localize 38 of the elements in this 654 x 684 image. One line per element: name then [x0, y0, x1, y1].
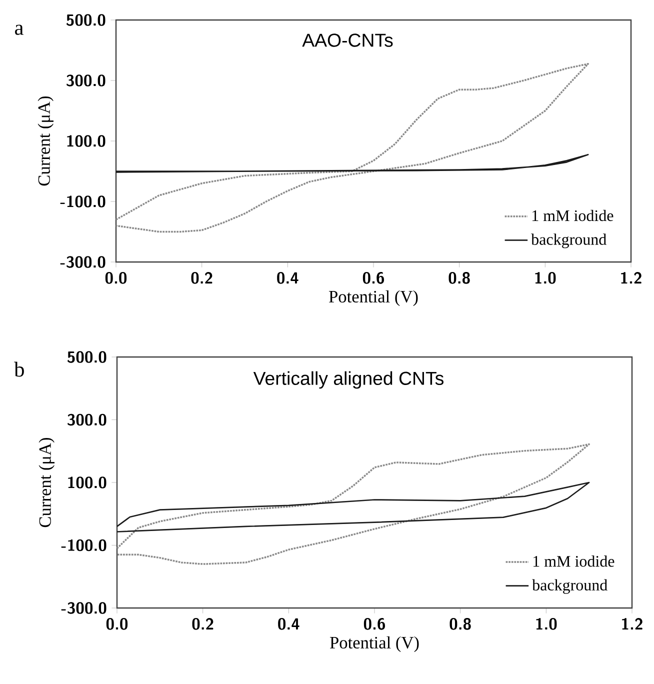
x-tick-label: 0.4 — [278, 618, 300, 630]
x-tick-label: 0.4 — [277, 272, 298, 284]
y-tick-label: -100.0 — [61, 539, 106, 552]
legend-label: 1 mM iodide — [534, 555, 614, 567]
y-tick-label: -300.0 — [60, 256, 106, 268]
line-series — [115, 154, 589, 173]
x-tick-label: 0.0 — [106, 618, 128, 630]
y-tick-label: 300.0 — [68, 414, 106, 426]
text: AAO-CNTs — [302, 34, 393, 47]
x-tick-label: 0.8 — [450, 618, 471, 630]
y-axis-title: Current (μA) — [38, 438, 54, 528]
y-tick-label: -300.0 — [61, 602, 106, 614]
x-tick-label: 1.0 — [535, 272, 556, 284]
y-tick-label: -100.0 — [60, 196, 106, 208]
y-tick-label: 100.0 — [67, 135, 106, 147]
x-tick-label: 0.0 — [105, 272, 127, 284]
x-tick-label: 1.0 — [536, 618, 557, 630]
text: a — [15, 24, 24, 35]
line-series — [116, 482, 590, 532]
x-axis-title: Potential (V) — [330, 636, 419, 652]
text: b — [14, 362, 24, 377]
x-tick-label: 0.8 — [448, 272, 470, 284]
y-axis-title: Current (μA) — [38, 96, 54, 186]
y-tick-label: 300.0 — [66, 74, 106, 86]
x-tick-label: 0.6 — [364, 618, 385, 630]
y-tick-label: 500.0 — [67, 351, 106, 363]
y-tick-label: 100.0 — [68, 476, 106, 488]
x-tick-label: 1.2 — [622, 618, 642, 630]
x-tick-label: 0.6 — [362, 272, 384, 284]
x-tick-label: 0.2 — [191, 272, 212, 284]
legend-label: 1 mM iodide — [532, 210, 614, 222]
text: Vertically aligned CNTs — [253, 371, 444, 389]
legend-label: background — [531, 234, 606, 248]
y-tick-label: 500.0 — [66, 14, 106, 26]
x-tick-label: 1.2 — [620, 272, 642, 284]
x-axis-title: Potential (V) — [328, 290, 418, 306]
legend-label: background — [532, 579, 608, 594]
x-tick-label: 0.2 — [192, 618, 214, 630]
